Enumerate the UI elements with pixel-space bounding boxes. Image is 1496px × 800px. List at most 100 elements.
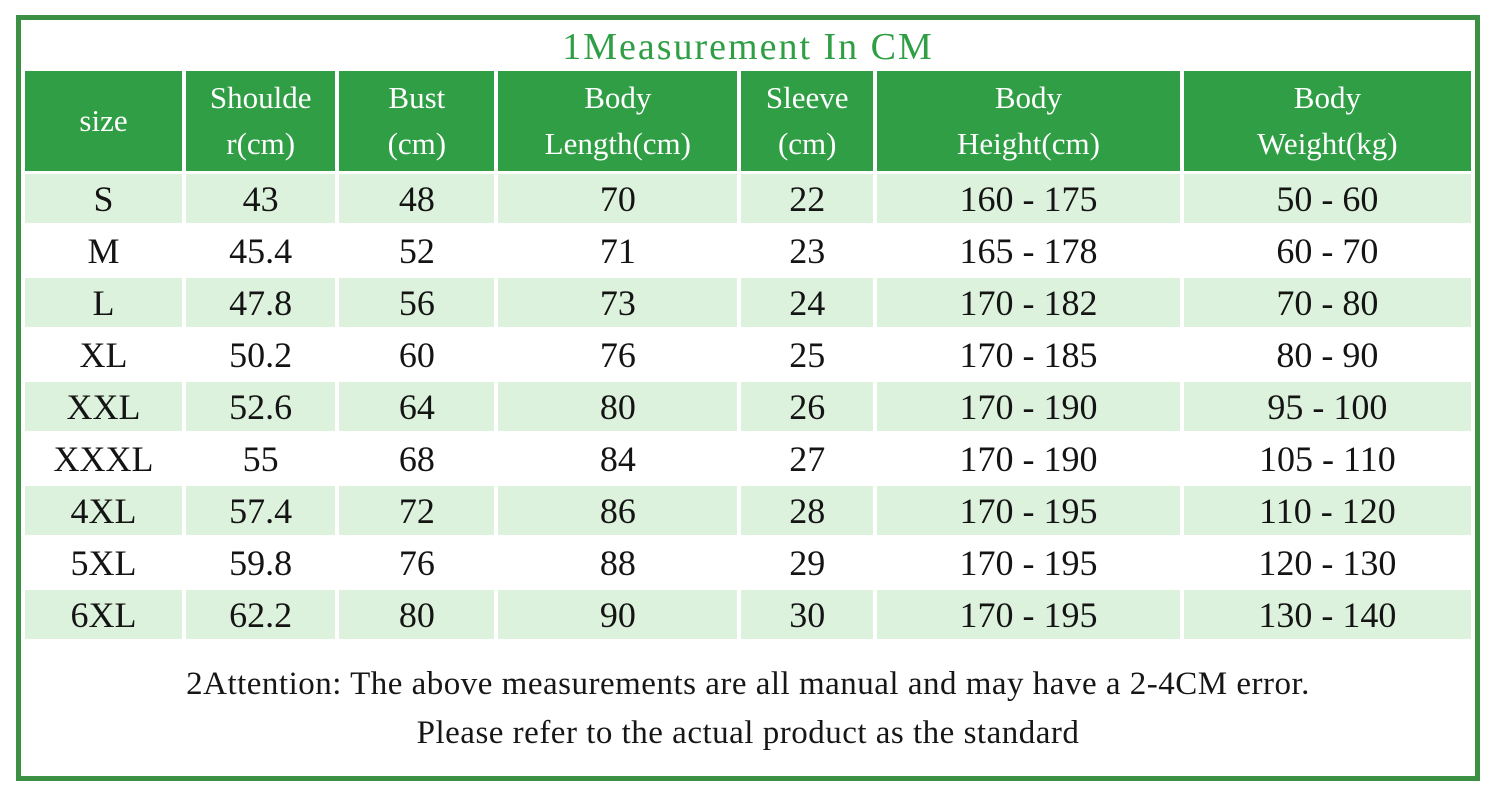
column-header-label: Body bbox=[994, 79, 1063, 115]
measurement-cell: 62.2 bbox=[184, 588, 340, 642]
measurement-cell: 80 - 90 bbox=[1181, 328, 1471, 382]
measurement-cell: 52 bbox=[337, 224, 499, 278]
measurement-cell: 56 bbox=[337, 276, 499, 330]
size-cell: S bbox=[25, 172, 187, 226]
column-header-label: Shoulde bbox=[209, 79, 312, 115]
measurement-cell: 72 bbox=[337, 484, 499, 538]
measurement-cell: 76 bbox=[337, 536, 499, 590]
size-cell: 5XL bbox=[25, 536, 187, 590]
column-header-label: r(cm) bbox=[226, 126, 296, 161]
chart-title: 1Measurement In CM bbox=[562, 26, 934, 68]
measurement-cell: 76 bbox=[496, 328, 742, 382]
measurement-cell: 170 - 190 bbox=[875, 380, 1184, 434]
attention-note-line2: Please refer to the actual product as th… bbox=[416, 715, 1080, 751]
column-header-label: Body bbox=[584, 79, 652, 115]
table-row: M 45.4 52 71 23 165 - 178 60 - 70 bbox=[25, 224, 1471, 278]
measurement-cell: 84 bbox=[496, 432, 742, 486]
column-header-shoulder: Shoulde r(cm) bbox=[184, 71, 340, 174]
size-cell: M bbox=[25, 224, 187, 278]
measurement-cell: 48 bbox=[337, 172, 499, 226]
measurement-cell: 59.8 bbox=[184, 536, 340, 590]
measurement-cell: 110 - 120 bbox=[1181, 484, 1471, 538]
measurement-cell: 80 bbox=[337, 588, 499, 642]
column-header-label: Bust bbox=[388, 79, 446, 115]
column-header-label: size bbox=[79, 102, 128, 138]
table-body: S 43 48 70 22 160 - 175 50 - 60 M 45.4 52 71 23 165 … bbox=[25, 172, 1471, 642]
size-cell: 6XL bbox=[25, 588, 187, 642]
measurement-cell: 80 bbox=[496, 380, 742, 434]
measurement-cell: 71 bbox=[496, 224, 742, 278]
measurement-cell: 30 bbox=[739, 588, 878, 642]
column-header-body-height: Body Height(cm) bbox=[875, 71, 1184, 174]
measurement-table: size Shoulde r(cm) Bust (cm) Body Length… bbox=[25, 71, 1471, 642]
column-header-label: Sleeve bbox=[765, 79, 849, 115]
measurement-cell: 55 bbox=[184, 432, 340, 486]
measurement-cell: 170 - 195 bbox=[875, 536, 1184, 590]
column-header-body-weight: Body Weight(kg) bbox=[1181, 71, 1471, 174]
measurement-cell: 70 bbox=[496, 172, 742, 226]
measurement-cell: 70 - 80 bbox=[1181, 276, 1471, 330]
measurement-cell: 27 bbox=[739, 432, 878, 486]
size-cell: XXL bbox=[25, 380, 187, 434]
column-header-sleeve: Sleeve (cm) bbox=[739, 71, 878, 174]
measurement-cell: 57.4 bbox=[184, 484, 340, 538]
measurement-cell: 64 bbox=[337, 380, 499, 434]
measurement-cell: 170 - 195 bbox=[875, 484, 1184, 538]
table-row: XXXL 55 68 84 27 170 - 190 105 - 110 bbox=[25, 432, 1471, 486]
measurement-cell: 60 bbox=[337, 328, 499, 382]
measurement-cell: 120 - 130 bbox=[1181, 536, 1471, 590]
column-header-bust: Bust (cm) bbox=[337, 71, 499, 174]
measurement-cell: 28 bbox=[739, 484, 878, 538]
column-header-label: Weight(kg) bbox=[1257, 126, 1398, 161]
size-cell: XL bbox=[25, 328, 187, 382]
measurement-cell: 160 - 175 bbox=[875, 172, 1184, 226]
table-row: XXL 52.6 64 80 26 170 - 190 95 - 100 bbox=[25, 380, 1471, 434]
measurement-cell: 29 bbox=[739, 536, 878, 590]
column-header-label: Height(cm) bbox=[957, 126, 1100, 161]
measurement-cell: 50 - 60 bbox=[1181, 172, 1471, 226]
size-cell: L bbox=[25, 276, 187, 330]
measurement-cell: 24 bbox=[739, 276, 878, 330]
measurement-cell: 68 bbox=[337, 432, 499, 486]
measurement-cell: 26 bbox=[739, 380, 878, 434]
measurement-cell: 90 bbox=[496, 588, 742, 642]
column-header-label: Length(cm) bbox=[544, 126, 691, 161]
measurement-cell: 170 - 195 bbox=[875, 588, 1184, 642]
measurement-cell: 165 - 178 bbox=[875, 224, 1184, 278]
measurement-cell: 43 bbox=[184, 172, 340, 226]
measurement-cell: 86 bbox=[496, 484, 742, 538]
measurement-cell: 60 - 70 bbox=[1181, 224, 1471, 278]
column-header-label: Body bbox=[1293, 79, 1361, 115]
measurement-cell: 170 - 190 bbox=[875, 432, 1184, 486]
column-header-label: (cm) bbox=[777, 126, 837, 161]
measurement-cell: 73 bbox=[496, 276, 742, 330]
column-header-label: (cm) bbox=[387, 126, 447, 161]
size-cell: 4XL bbox=[25, 484, 187, 538]
measurement-cell: 23 bbox=[739, 224, 878, 278]
table-row: XL 50.2 60 76 25 170 - 185 80 - 90 bbox=[25, 328, 1471, 382]
table-row: L 47.8 56 73 24 170 - 182 70 - 80 bbox=[25, 276, 1471, 330]
measurement-cell: 105 - 110 bbox=[1181, 432, 1471, 486]
measurement-cell: 45.4 bbox=[184, 224, 340, 278]
measurement-cell: 25 bbox=[739, 328, 878, 382]
measurement-cell: 52.6 bbox=[184, 380, 340, 434]
table-row: 5XL 59.8 76 88 29 170 - 195 120 - 130 bbox=[25, 536, 1471, 590]
measurement-cell: 47.8 bbox=[184, 276, 340, 330]
attention-notes: 2Attention: The above measurements are a… bbox=[25, 642, 1471, 758]
column-header-size: size bbox=[25, 71, 187, 174]
attention-note-line1: 2Attention: The above measurements are a… bbox=[186, 666, 1310, 702]
table-row: S 43 48 70 22 160 - 175 50 - 60 bbox=[25, 172, 1471, 226]
measurement-cell: 170 - 185 bbox=[875, 328, 1184, 382]
measurement-cell: 95 - 100 bbox=[1181, 380, 1471, 434]
measurement-cell: 22 bbox=[739, 172, 878, 226]
size-chart-frame: 1Measurement In CM size Shoulde bbox=[16, 15, 1480, 781]
column-header-body-length: Body Length(cm) bbox=[496, 71, 742, 174]
measurement-cell: 170 - 182 bbox=[875, 276, 1184, 330]
size-cell: XXXL bbox=[25, 432, 187, 486]
table-row: 6XL 62.2 80 90 30 170 - 195 130 - 140 bbox=[25, 588, 1471, 642]
measurement-cell: 130 - 140 bbox=[1181, 588, 1471, 642]
measurement-cell: 50.2 bbox=[184, 328, 340, 382]
table-header-row: size Shoulde r(cm) Bust (cm) Body Length… bbox=[25, 71, 1471, 174]
measurement-cell: 88 bbox=[496, 536, 742, 590]
